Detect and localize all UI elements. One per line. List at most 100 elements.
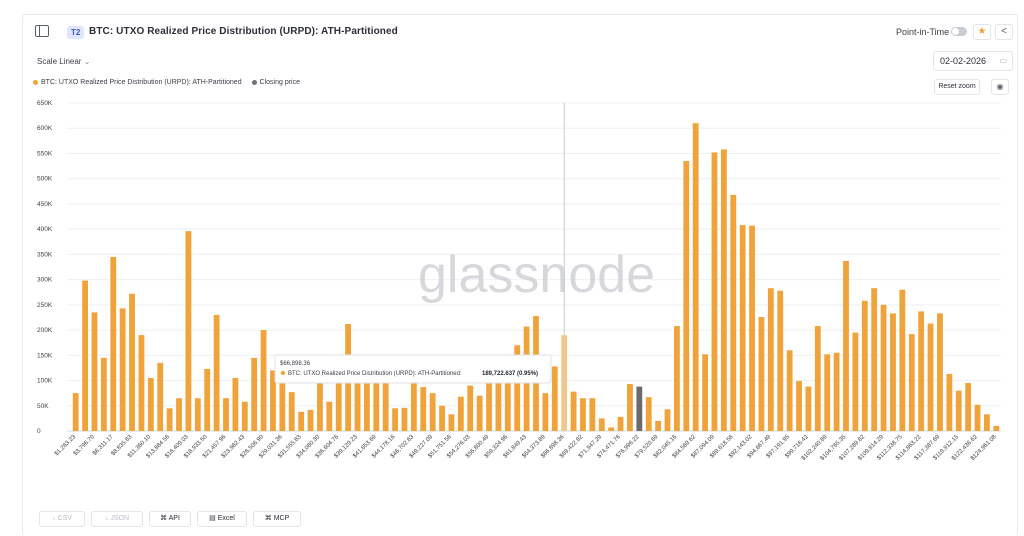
bar[interactable] — [880, 304, 887, 431]
bar[interactable] — [871, 288, 878, 431]
bar[interactable] — [589, 398, 596, 431]
bar[interactable] — [777, 290, 784, 431]
bar[interactable] — [354, 361, 361, 431]
bar[interactable] — [674, 326, 680, 431]
bar[interactable] — [786, 350, 793, 431]
bar[interactable] — [307, 409, 314, 431]
bar[interactable] — [467, 385, 474, 431]
mcp-button[interactable]: ⌘ MCP — [253, 511, 301, 527]
bar[interactable] — [157, 362, 164, 431]
bar[interactable] — [814, 326, 821, 431]
bar[interactable] — [504, 369, 511, 431]
bar[interactable] — [279, 378, 286, 431]
bar[interactable] — [138, 335, 145, 431]
bar[interactable] — [692, 123, 699, 432]
bar[interactable] — [486, 377, 492, 431]
bar[interactable] — [937, 313, 943, 431]
bar[interactable] — [232, 378, 239, 431]
bar[interactable] — [617, 416, 624, 431]
bar[interactable] — [241, 401, 248, 431]
bar[interactable] — [899, 289, 906, 431]
bar[interactable] — [570, 391, 577, 431]
date-input[interactable]: 02-02-2026 ▭ — [933, 51, 1013, 71]
bar[interactable] — [392, 408, 398, 431]
bar[interactable] — [326, 401, 333, 431]
bar[interactable] — [410, 372, 417, 431]
bar[interactable] — [495, 380, 502, 431]
download-csv-button[interactable]: ↓ CSV — [39, 511, 85, 527]
bar[interactable] — [730, 194, 737, 431]
bar[interactable] — [580, 398, 586, 431]
bar[interactable] — [833, 352, 840, 431]
bar[interactable] — [72, 393, 79, 431]
bar[interactable] — [82, 280, 88, 431]
point-in-time-toggle[interactable] — [951, 27, 967, 36]
bar[interactable] — [429, 393, 436, 431]
bar[interactable] — [683, 161, 690, 431]
legend-item-urpd[interactable]: BTC: UTXO Realized Price Distribution (U… — [33, 79, 242, 86]
bar[interactable] — [796, 381, 802, 431]
bar[interactable] — [946, 373, 953, 431]
bar[interactable] — [758, 316, 765, 431]
bar[interactable] — [852, 332, 859, 431]
bar[interactable] — [213, 314, 220, 431]
sidebar-toggle-icon[interactable] — [35, 25, 49, 37]
bar[interactable] — [598, 418, 605, 431]
download-json-button[interactable]: ↓ JSON — [91, 511, 143, 527]
bar[interactable] — [908, 334, 915, 431]
bar[interactable] — [655, 420, 662, 431]
bar[interactable] — [965, 383, 972, 431]
api-button[interactable]: ⌘ API — [149, 511, 191, 527]
scale-select[interactable]: Scale Linear ⌄ — [37, 57, 90, 66]
bar[interactable] — [204, 368, 211, 431]
bar[interactable] — [420, 387, 427, 431]
bar[interactable] — [317, 378, 323, 431]
bar[interactable] — [166, 408, 173, 431]
bar[interactable] — [223, 398, 229, 431]
bar[interactable] — [542, 393, 549, 431]
bar[interactable] — [955, 390, 962, 431]
bar[interactable] — [645, 397, 652, 431]
bar[interactable] — [382, 362, 389, 431]
reset-zoom-button[interactable]: Reset zoom — [934, 79, 980, 95]
bar[interactable] — [805, 386, 812, 431]
bar[interactable] — [551, 366, 558, 431]
bar[interactable] — [457, 396, 464, 431]
closing-price-bar[interactable] — [636, 386, 643, 431]
bar[interactable] — [918, 311, 925, 431]
bar[interactable] — [194, 398, 201, 431]
bar[interactable] — [711, 152, 718, 431]
bar-chart[interactable]: 0 50K 100K 150K 200K 250K 300K 350K 400K 450K 500K… — [23, 15, 1017, 511]
bar[interactable] — [91, 312, 98, 431]
bar[interactable] — [974, 404, 981, 431]
bar[interactable] — [119, 308, 126, 431]
bar[interactable] — [100, 357, 107, 431]
bar[interactable] — [749, 225, 755, 431]
bar[interactable] — [927, 323, 934, 431]
bar[interactable] — [298, 411, 305, 431]
bar[interactable] — [176, 398, 182, 431]
bar[interactable] — [335, 378, 342, 431]
bar[interactable] — [364, 360, 370, 431]
bar[interactable] — [890, 313, 896, 431]
bar[interactable] — [739, 225, 746, 431]
bar[interactable] — [608, 427, 615, 431]
bar[interactable] — [984, 414, 990, 431]
bar[interactable] — [993, 425, 1000, 431]
bar[interactable] — [129, 293, 135, 431]
bar[interactable] — [514, 345, 521, 431]
bar[interactable] — [439, 405, 445, 431]
excel-button[interactable]: ▤ Excel — [197, 511, 247, 527]
bar[interactable] — [476, 395, 483, 431]
bar[interactable] — [843, 260, 849, 431]
bar[interactable] — [288, 392, 295, 431]
bar[interactable] — [270, 370, 276, 431]
bar[interactable] — [147, 378, 154, 431]
bar[interactable] — [401, 407, 408, 431]
bar[interactable] — [861, 300, 868, 431]
bar[interactable] — [824, 354, 831, 431]
bar[interactable] — [767, 288, 774, 431]
bar[interactable] — [110, 256, 117, 431]
bar[interactable] — [720, 149, 727, 432]
bar[interactable] — [448, 414, 455, 431]
